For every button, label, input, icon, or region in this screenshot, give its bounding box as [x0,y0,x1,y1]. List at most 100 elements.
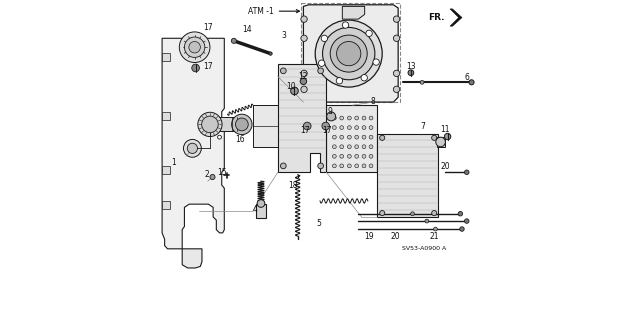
Circle shape [342,22,349,28]
Text: 20: 20 [440,162,450,171]
Circle shape [348,135,351,139]
Circle shape [425,219,429,223]
Circle shape [323,27,375,80]
Text: 6: 6 [464,73,469,82]
Circle shape [394,86,400,93]
Circle shape [322,122,330,130]
Circle shape [373,59,380,65]
Circle shape [336,78,342,84]
Text: 7: 7 [420,122,425,131]
Circle shape [366,30,372,37]
Text: 3: 3 [282,31,287,40]
Bar [210,117,239,131]
Circle shape [280,68,286,74]
Text: 19: 19 [365,232,374,241]
Text: 1: 1 [171,158,175,167]
Bar [256,204,266,218]
Circle shape [465,170,469,174]
Circle shape [332,116,336,120]
Text: 4: 4 [253,205,258,214]
Circle shape [433,227,437,231]
Bar [162,53,170,61]
Circle shape [301,70,307,77]
Text: 17: 17 [203,62,212,71]
Text: 15: 15 [217,168,227,177]
Circle shape [369,164,373,168]
Circle shape [303,122,311,130]
Circle shape [355,154,358,158]
Polygon shape [450,9,462,26]
Circle shape [369,126,373,130]
Text: FR.: FR. [428,13,444,22]
Circle shape [394,16,400,22]
Circle shape [420,80,424,84]
Circle shape [369,116,373,120]
Circle shape [340,145,344,149]
Circle shape [436,137,445,147]
Text: 12: 12 [298,72,307,81]
Circle shape [394,70,400,77]
Circle shape [332,145,336,149]
Circle shape [332,126,336,130]
Circle shape [337,41,361,66]
Circle shape [340,154,344,158]
Bar [301,3,400,102]
Circle shape [362,135,366,139]
Circle shape [231,38,236,43]
Circle shape [332,164,336,168]
Circle shape [362,154,366,158]
Circle shape [380,211,385,216]
Circle shape [301,35,307,41]
Circle shape [431,135,436,140]
Circle shape [280,163,286,169]
Circle shape [411,212,415,216]
Circle shape [380,135,385,140]
Circle shape [332,135,336,139]
Circle shape [458,211,463,216]
Circle shape [408,70,414,76]
Circle shape [340,126,344,130]
Circle shape [184,139,202,157]
Circle shape [362,126,366,130]
Circle shape [301,16,307,22]
Circle shape [469,80,474,85]
Circle shape [444,133,451,140]
Circle shape [394,35,400,41]
Circle shape [362,164,366,168]
Circle shape [300,78,307,85]
Circle shape [301,86,307,93]
Circle shape [340,164,344,168]
Text: 13: 13 [406,62,416,71]
Circle shape [192,64,200,72]
Circle shape [355,145,358,149]
Text: 11: 11 [440,125,450,134]
Circle shape [236,118,248,131]
Circle shape [362,116,366,120]
Circle shape [332,154,336,158]
Circle shape [340,116,344,120]
Circle shape [355,164,358,168]
Polygon shape [378,134,438,217]
Circle shape [460,227,464,231]
Circle shape [184,37,205,57]
Circle shape [198,112,222,137]
Text: 17: 17 [203,23,212,32]
Circle shape [218,135,221,139]
Circle shape [348,154,351,158]
Circle shape [319,60,325,66]
Circle shape [348,116,351,120]
Polygon shape [342,6,365,19]
Circle shape [369,145,373,149]
Circle shape [355,126,358,130]
Text: SV53-A0900 A: SV53-A0900 A [403,246,447,251]
Text: 16: 16 [235,135,244,144]
Circle shape [202,116,218,133]
Circle shape [348,164,351,168]
Circle shape [348,126,351,130]
Circle shape [465,219,469,223]
Bar [162,201,170,209]
Circle shape [348,145,351,149]
Text: 5: 5 [316,219,321,228]
Text: 2: 2 [204,170,209,179]
Circle shape [188,143,198,153]
